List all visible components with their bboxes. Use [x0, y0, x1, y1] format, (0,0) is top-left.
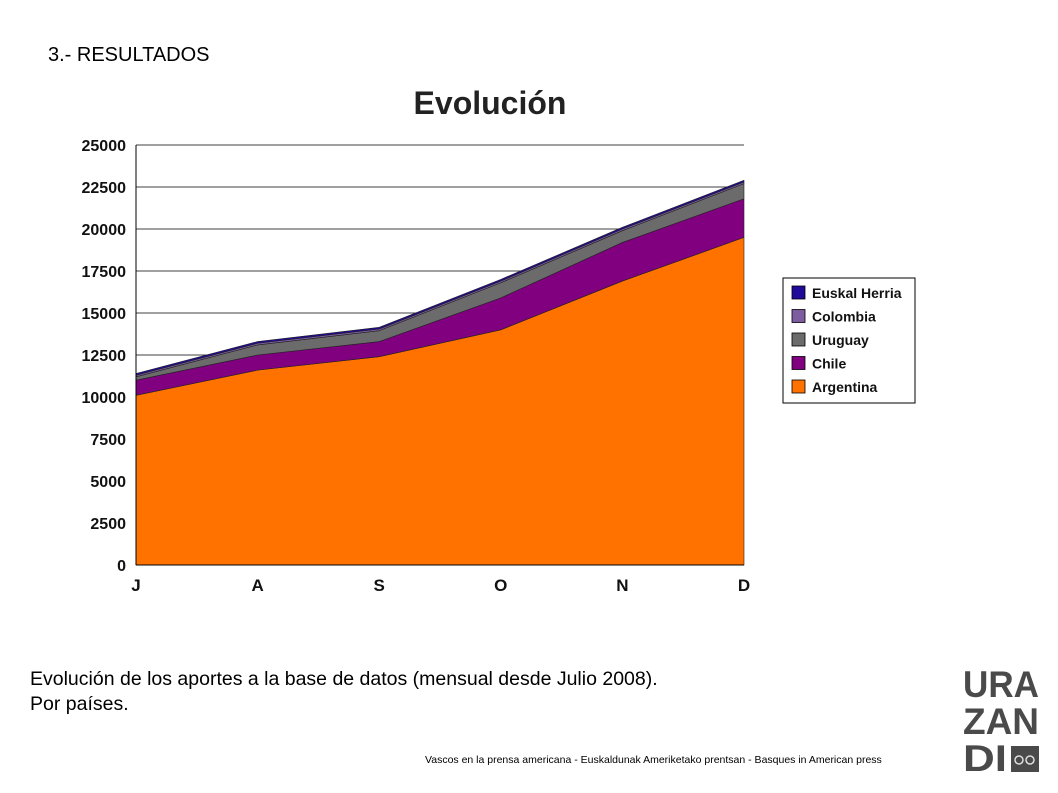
logo-line-1: URA — [963, 664, 1039, 705]
logo-line-2: ZAN — [963, 701, 1039, 742]
area-series — [135, 179, 745, 566]
y-tick-label: 5000 — [90, 474, 126, 491]
y-tick-label: 25000 — [82, 138, 127, 155]
y-tick-label: 0 — [117, 558, 126, 575]
legend-label: Argentina — [812, 379, 878, 395]
y-tick-label: 20000 — [82, 222, 127, 239]
legend-swatch — [791, 309, 806, 323]
y-tick-label: 15000 — [82, 306, 127, 323]
x-tick-label: N — [616, 576, 628, 595]
logo-line-3: DI — [963, 738, 1007, 774]
caption-line-1: Evolución de los aportes a la base de da… — [30, 668, 658, 690]
legend-label: Colombia — [812, 309, 876, 325]
area-chart: Evolución 0 2500 5000 7500 10000 12500 15000 17… — [82, 85, 916, 595]
chart-title: Evolución — [414, 85, 567, 121]
y-tick-label: 17500 — [82, 264, 127, 281]
x-tick-label: A — [251, 576, 263, 595]
y-tick-label: 10000 — [82, 390, 127, 407]
figure-caption: Evolución de los aportes a la base de da… — [30, 667, 658, 717]
x-tick-label: J — [131, 576, 140, 595]
legend-label: Euskal Herria — [812, 285, 902, 301]
axes — [135, 145, 744, 566]
area-euskal-herria — [135, 179, 745, 376]
legend-swatch — [791, 379, 806, 394]
x-tick-label: S — [374, 576, 385, 595]
legend-label: Uruguay — [812, 332, 869, 348]
y-tick-labels: 0 2500 5000 7500 10000 12500 15000 17500 20000 22… — [82, 138, 127, 575]
caption-line-2: Por países. — [30, 693, 129, 715]
legend-label: Chile — [812, 356, 846, 372]
x-tick-label: O — [494, 576, 507, 595]
y-tick-label: 7500 — [90, 432, 126, 449]
legend-swatch — [791, 356, 806, 370]
urazandi-logo: URA ZAN DI — [963, 664, 1041, 774]
y-tick-label: 22500 — [82, 180, 127, 197]
footer-text: Vascos en la prensa americana - Euskaldu… — [425, 754, 882, 766]
y-tick-label: 2500 — [90, 516, 126, 533]
legend-swatch — [791, 332, 806, 347]
legend: Euskal Herria Colombia Uruguay Chile Argenti… — [782, 277, 916, 404]
section-title: 3.- RESULTADOS — [48, 44, 210, 66]
y-tick-label: 12500 — [82, 348, 127, 365]
legend-swatch — [791, 285, 806, 300]
x-tick-label: D — [738, 576, 750, 595]
area-argentina — [135, 237, 745, 566]
